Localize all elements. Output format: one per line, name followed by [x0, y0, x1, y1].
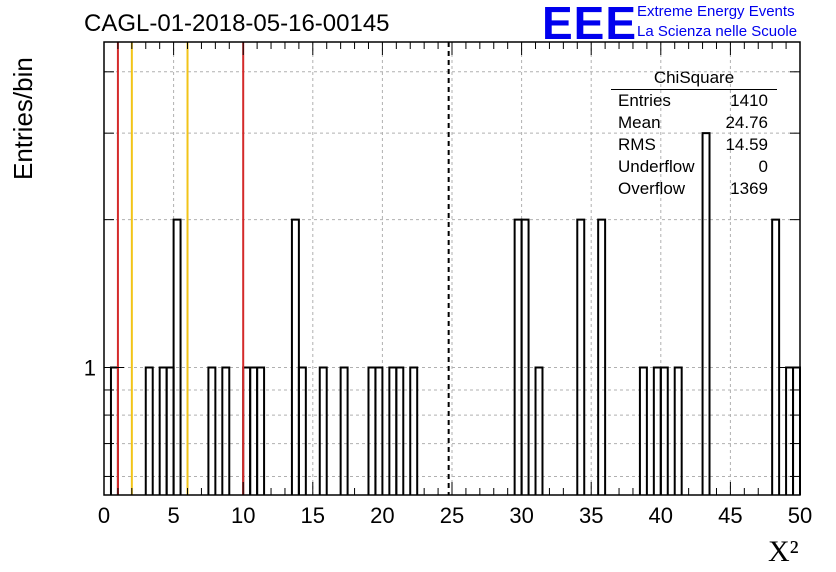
x-tick-label: 40: [649, 503, 673, 528]
histogram-bin: [785, 366, 795, 495]
histogram-bin: [597, 218, 607, 495]
stats-row-underflow: Underflow 0: [611, 156, 777, 178]
stats-row-rms: RMS 14.59: [611, 134, 777, 156]
reference-lines: [116, 42, 450, 495]
eee-logo-mark: EEE: [542, 0, 638, 49]
x-tick-label: 25: [440, 503, 464, 528]
x-axis-label: X²: [768, 535, 799, 568]
stats-value: 14.59: [725, 135, 768, 154]
tick-labels: 0 5 10 15 20 25 30 35 40 45 50 1: [84, 355, 812, 528]
histogram-bin: [771, 218, 781, 495]
stats-title: ChiSquare: [611, 67, 777, 90]
x-tick-label: 5: [167, 503, 179, 528]
x-tick-label: 0: [98, 503, 110, 528]
histogram-bin: [534, 366, 544, 495]
x-tick-label: 20: [370, 503, 394, 528]
stats-value: 1410: [730, 91, 768, 110]
histogram-bin: [242, 366, 252, 495]
histogram-bin: [158, 366, 168, 495]
histogram-bin: [701, 132, 711, 495]
histogram-bin: [318, 366, 328, 495]
logo-line-2: La Scienza nelle Scuole: [637, 23, 798, 40]
x-tick-label: 35: [579, 503, 603, 528]
x-tick-label: 45: [718, 503, 742, 528]
histogram-bin: [520, 218, 530, 495]
histogram-bin: [388, 366, 398, 495]
stats-row-mean: Mean 24.76: [611, 112, 777, 134]
histogram-bin: [339, 366, 349, 495]
stats-row-entries: Entries 1410: [611, 90, 777, 112]
y-tick-label: 1: [84, 355, 96, 380]
stats-label: Entries: [618, 91, 671, 110]
y-axis-label: Entries/bin: [8, 57, 38, 180]
histogram-bin: [792, 366, 801, 495]
logo-line-1: Extreme Energy Events: [637, 3, 795, 20]
histogram-bin: [297, 366, 307, 495]
stats-row-overflow: Overflow 1369: [611, 178, 777, 200]
histogram-bin: [652, 366, 662, 495]
stats-label: Mean: [618, 113, 661, 132]
x-tick-label: 10: [231, 503, 255, 528]
axis-ticks: [103, 42, 801, 495]
run-title: CAGL-01-2018-05-16-00145: [84, 10, 390, 37]
histogram-bin: [144, 366, 154, 495]
histogram-bin: [165, 366, 175, 495]
x-tick-label: 30: [509, 503, 533, 528]
histogram-bin: [256, 366, 266, 495]
stats-value: 0: [758, 157, 768, 176]
histogram-bin: [249, 366, 259, 495]
histogram-bin: [409, 366, 419, 495]
histogram-bin: [207, 366, 217, 495]
x-tick-label: 50: [788, 503, 812, 528]
stats-box: ChiSquare Entries 1410 Mean 24.76 RMS 14…: [611, 67, 777, 200]
histogram-bin: [638, 366, 648, 495]
x-tick-label: 15: [301, 503, 325, 528]
histogram-bin: [659, 366, 669, 495]
histogram-bin: [367, 366, 377, 495]
histogram-bin: [576, 218, 586, 495]
histogram-bin: [513, 218, 523, 495]
stats-label: RMS: [618, 135, 656, 154]
stats-label: Overflow: [618, 179, 686, 198]
histogram-bin: [221, 366, 231, 495]
histogram-bin: [290, 218, 300, 495]
stats-value: 24.76: [725, 113, 768, 132]
histogram-bin: [172, 218, 182, 495]
stats-label: Underflow: [618, 157, 695, 176]
stats-value: 1369: [730, 179, 768, 198]
histogram-bin: [395, 366, 405, 495]
grid-lines: [104, 42, 800, 495]
histogram-bin: [374, 366, 384, 495]
histogram-bin: [109, 366, 119, 495]
histogram-bin: [673, 366, 683, 495]
